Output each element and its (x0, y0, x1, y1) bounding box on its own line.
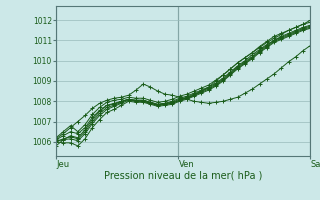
X-axis label: Pression niveau de la mer( hPa ): Pression niveau de la mer( hPa ) (104, 171, 262, 181)
